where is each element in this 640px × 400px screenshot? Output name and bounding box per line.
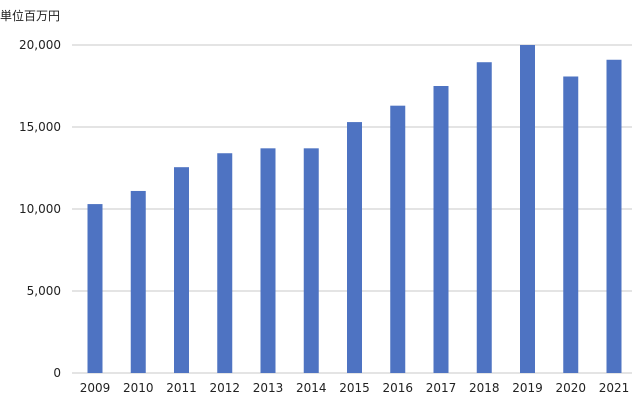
bar-2014 bbox=[303, 148, 319, 373]
x-tick-label: 2013 bbox=[253, 381, 284, 395]
x-tick-label: 2012 bbox=[209, 381, 240, 395]
bar-2009 bbox=[87, 204, 103, 373]
bar-2010 bbox=[130, 190, 146, 373]
y-tick-label: 15,000 bbox=[19, 120, 61, 134]
bar-2011 bbox=[174, 167, 189, 373]
x-tick-label: 2018 bbox=[469, 381, 500, 395]
x-tick-label: 2011 bbox=[166, 381, 197, 395]
y-axis: 0 5,000 10,000 15,000 20,000 bbox=[19, 38, 61, 380]
x-tick-label: 2010 bbox=[123, 381, 154, 395]
bar-2015 bbox=[347, 122, 362, 373]
x-tick-label: 2019 bbox=[512, 381, 543, 395]
x-tick-label: 2016 bbox=[382, 381, 413, 395]
bar-2013 bbox=[260, 148, 276, 373]
unit-label: 単位百万円 bbox=[0, 9, 61, 23]
y-tick-label: 5,000 bbox=[27, 284, 61, 298]
x-tick-label: 2015 bbox=[339, 381, 370, 395]
x-tick-label: 2014 bbox=[296, 381, 327, 395]
x-tick-label: 2017 bbox=[426, 381, 457, 395]
bar-2017 bbox=[433, 86, 449, 373]
x-tick-label: 2021 bbox=[599, 381, 630, 395]
x-tick-label: 2009 bbox=[80, 381, 111, 395]
y-tick-label: 10,000 bbox=[19, 202, 61, 216]
bar-2018 bbox=[476, 62, 492, 373]
bar-2020 bbox=[563, 76, 579, 373]
bar-2019 bbox=[520, 45, 535, 373]
y-tick-label: 20,000 bbox=[19, 38, 61, 52]
bar-2021 bbox=[606, 59, 622, 373]
bar-2012 bbox=[217, 153, 233, 373]
bar-series bbox=[87, 45, 622, 374]
y-tick-label: 0 bbox=[53, 366, 61, 380]
x-tick-label: 2020 bbox=[555, 381, 586, 395]
bar-2016 bbox=[390, 105, 406, 374]
x-axis: 2009 2010 2011 2012 2013 2014 2015 2016 2017 2018… bbox=[80, 381, 630, 395]
